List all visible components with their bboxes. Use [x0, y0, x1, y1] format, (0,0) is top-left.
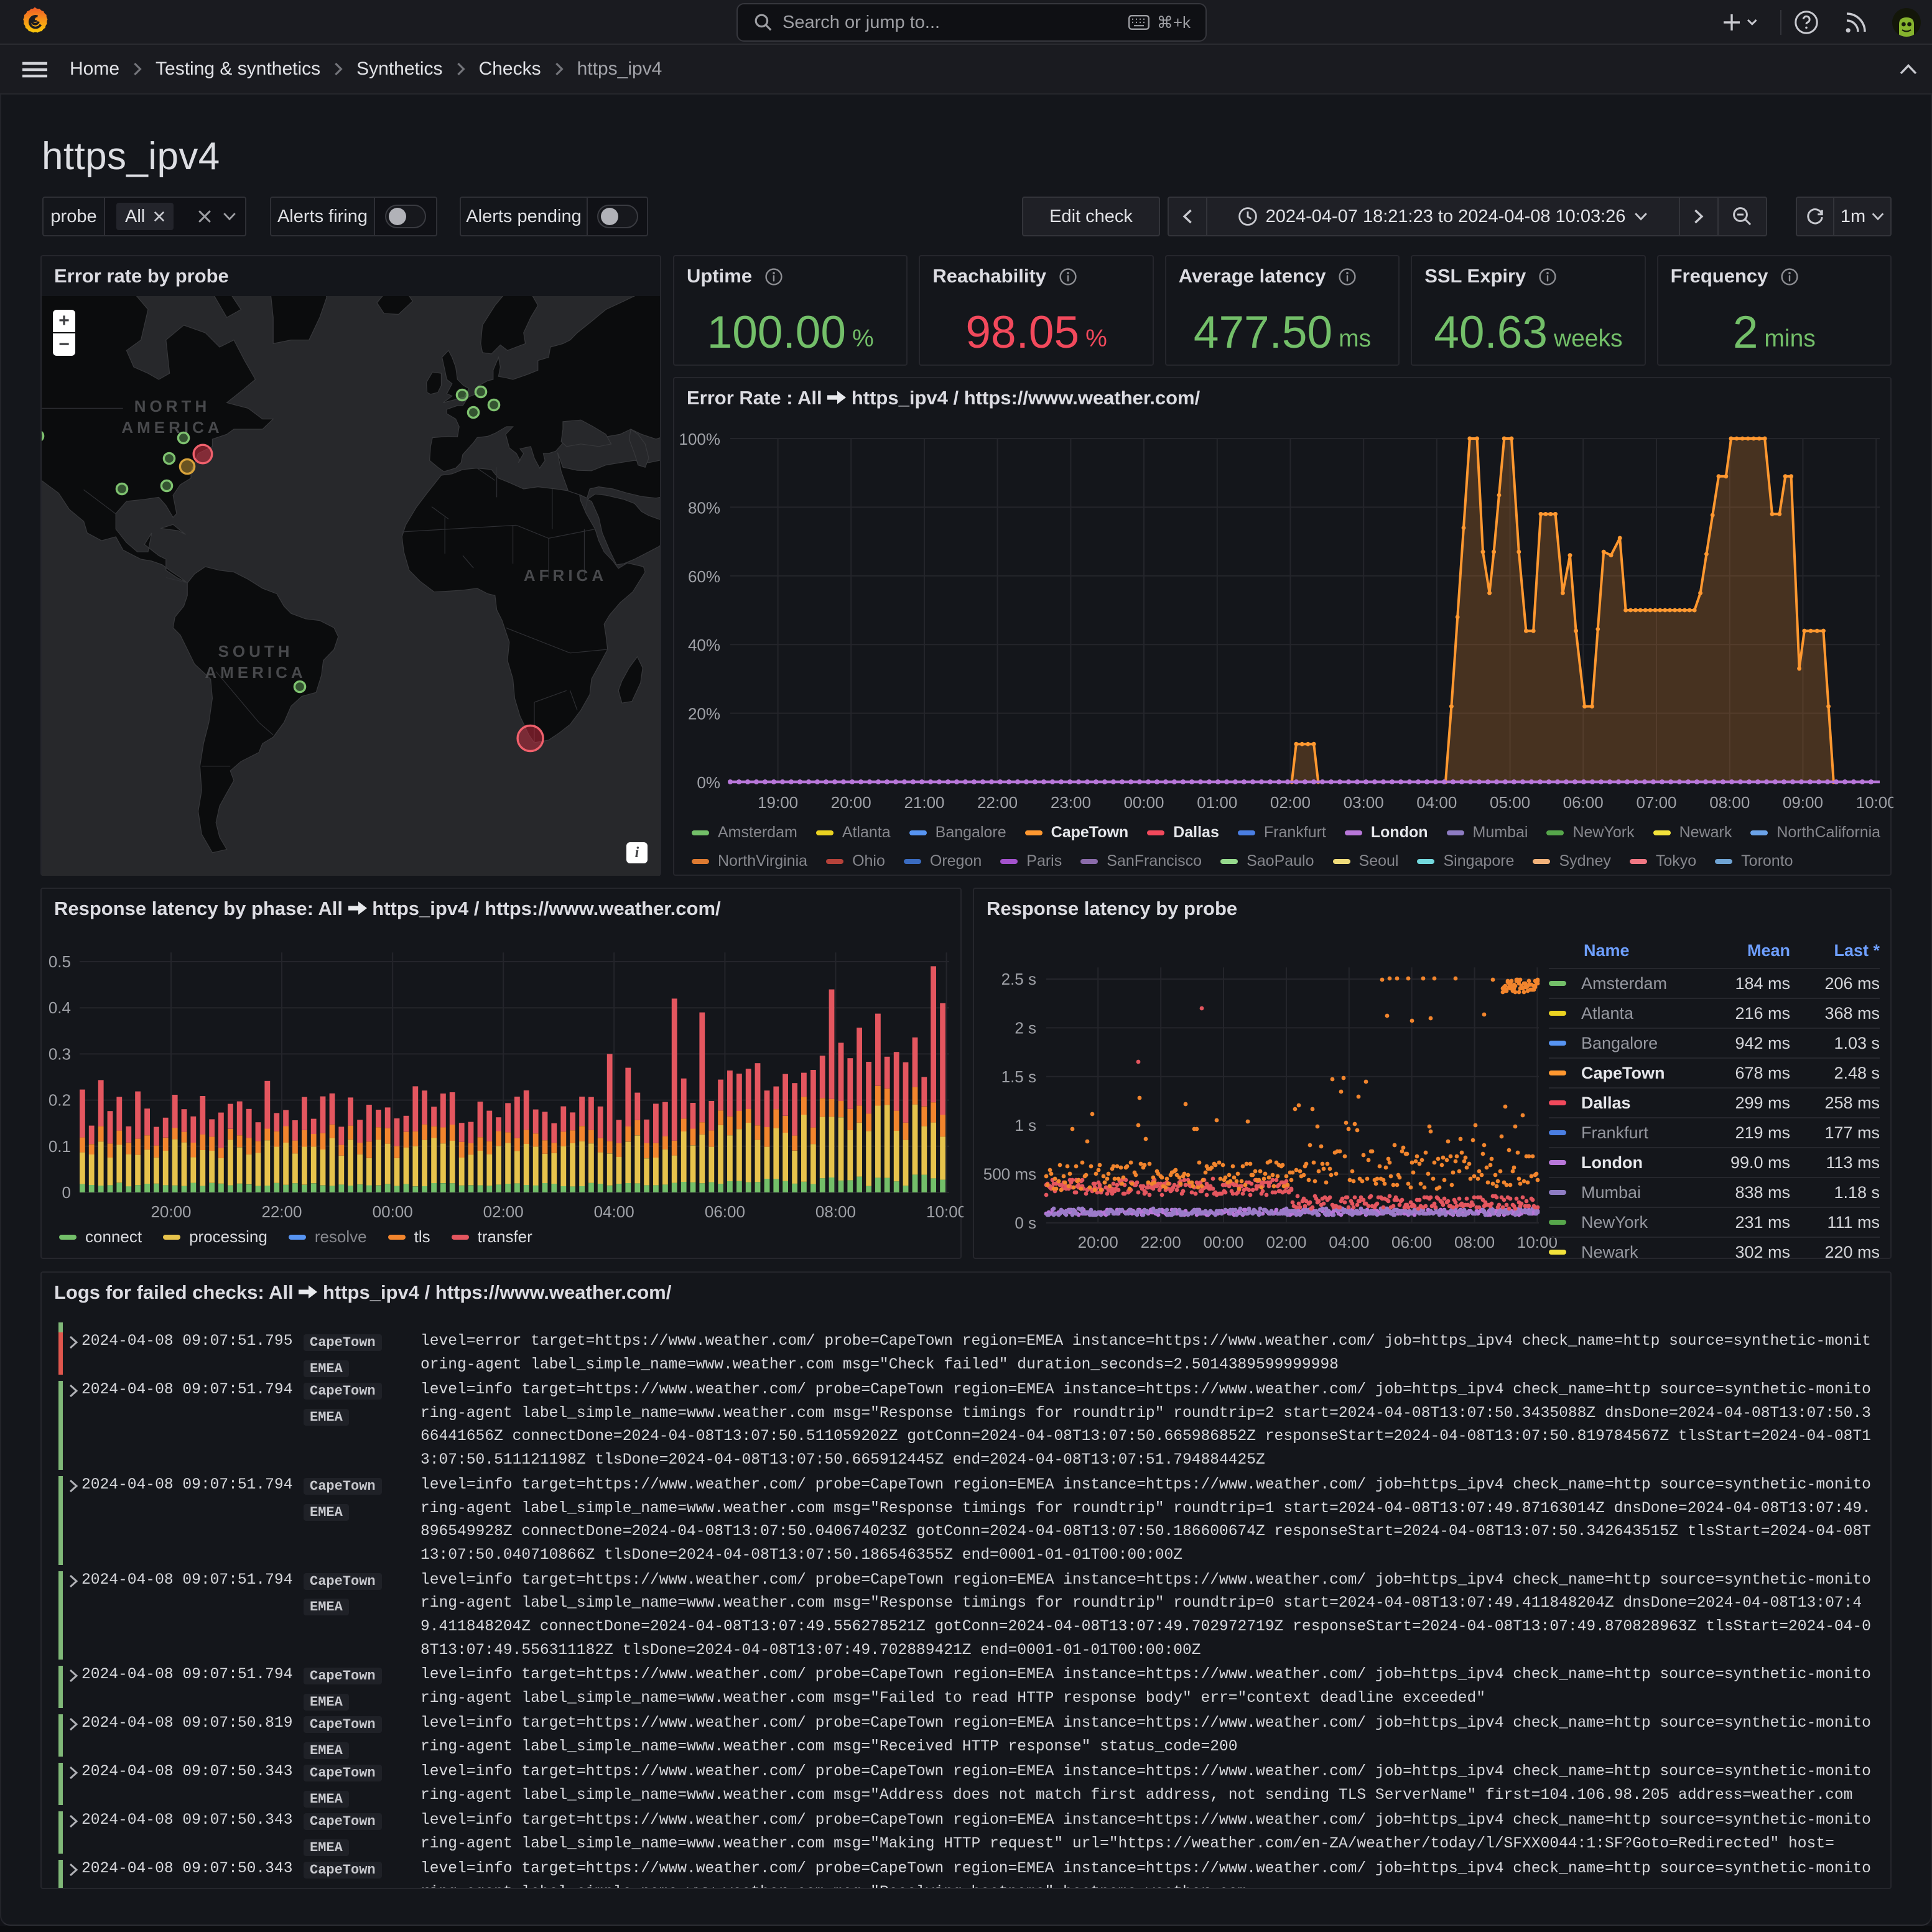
- svg-text:21:00: 21:00: [904, 793, 944, 812]
- svg-text:22:00: 22:00: [977, 793, 1018, 812]
- svg-text:0%: 0%: [697, 773, 720, 792]
- svg-text:00:00: 00:00: [1203, 1233, 1243, 1252]
- svg-text:06:00: 06:00: [1563, 793, 1604, 812]
- svg-text:0.3: 0.3: [49, 1044, 71, 1063]
- svg-text:22:00: 22:00: [1141, 1233, 1181, 1252]
- svg-text:05:00: 05:00: [1490, 793, 1530, 812]
- svg-text:40%: 40%: [688, 636, 720, 654]
- svg-text:AMERICA: AMERICA: [121, 418, 223, 437]
- svg-text:AMERICA: AMERICA: [205, 663, 306, 682]
- svg-text:0 s: 0 s: [1015, 1214, 1036, 1232]
- svg-text:2.5 s: 2.5 s: [1001, 970, 1036, 988]
- svg-text:03:00: 03:00: [1344, 793, 1384, 812]
- svg-text:0.2: 0.2: [49, 1091, 71, 1110]
- svg-text:00:00: 00:00: [373, 1202, 413, 1221]
- svg-text:500 ms: 500 ms: [983, 1165, 1036, 1184]
- svg-text:09:00: 09:00: [1783, 793, 1823, 812]
- svg-text:08:00: 08:00: [1709, 793, 1750, 812]
- svg-text:20:00: 20:00: [831, 793, 871, 812]
- svg-text:22:00: 22:00: [261, 1202, 302, 1221]
- svg-text:02:00: 02:00: [1270, 793, 1311, 812]
- svg-text:07:00: 07:00: [1636, 793, 1676, 812]
- svg-text:100%: 100%: [679, 430, 721, 448]
- svg-text:10:00: 10:00: [1517, 1233, 1558, 1252]
- svg-text:00:00: 00:00: [1123, 793, 1164, 812]
- svg-text:20%: 20%: [688, 705, 720, 723]
- svg-text:0: 0: [62, 1183, 71, 1202]
- svg-text:0.5: 0.5: [49, 952, 71, 971]
- svg-text:04:00: 04:00: [1416, 793, 1457, 812]
- svg-text:23:00: 23:00: [1051, 793, 1091, 812]
- svg-text:01:00: 01:00: [1197, 793, 1237, 812]
- svg-text:08:00: 08:00: [1454, 1233, 1495, 1252]
- svg-text:04:00: 04:00: [1329, 1233, 1369, 1252]
- svg-text:2 s: 2 s: [1015, 1018, 1036, 1037]
- svg-text:19:00: 19:00: [758, 793, 798, 812]
- svg-text:06:00: 06:00: [705, 1202, 745, 1221]
- svg-text:10:00: 10:00: [926, 1202, 964, 1221]
- svg-text:06:00: 06:00: [1391, 1233, 1432, 1252]
- svg-text:04:00: 04:00: [594, 1202, 634, 1221]
- svg-text:60%: 60%: [688, 567, 720, 586]
- svg-text:20:00: 20:00: [151, 1202, 191, 1221]
- svg-text:02:00: 02:00: [483, 1202, 524, 1221]
- svg-text:SOUTH: SOUTH: [218, 642, 294, 661]
- svg-text:1.5 s: 1.5 s: [1001, 1067, 1036, 1086]
- svg-text:10:00: 10:00: [1856, 793, 1893, 812]
- svg-text:0.1: 0.1: [49, 1137, 71, 1156]
- svg-text:1 s: 1 s: [1015, 1116, 1036, 1135]
- svg-text:0.4: 0.4: [49, 998, 71, 1017]
- svg-text:AFRICA: AFRICA: [524, 566, 607, 585]
- svg-text:80%: 80%: [688, 498, 720, 517]
- svg-text:08:00: 08:00: [815, 1202, 856, 1221]
- svg-text:02:00: 02:00: [1266, 1233, 1306, 1252]
- svg-text:20:00: 20:00: [1078, 1233, 1118, 1252]
- svg-text:NORTH: NORTH: [134, 397, 210, 416]
